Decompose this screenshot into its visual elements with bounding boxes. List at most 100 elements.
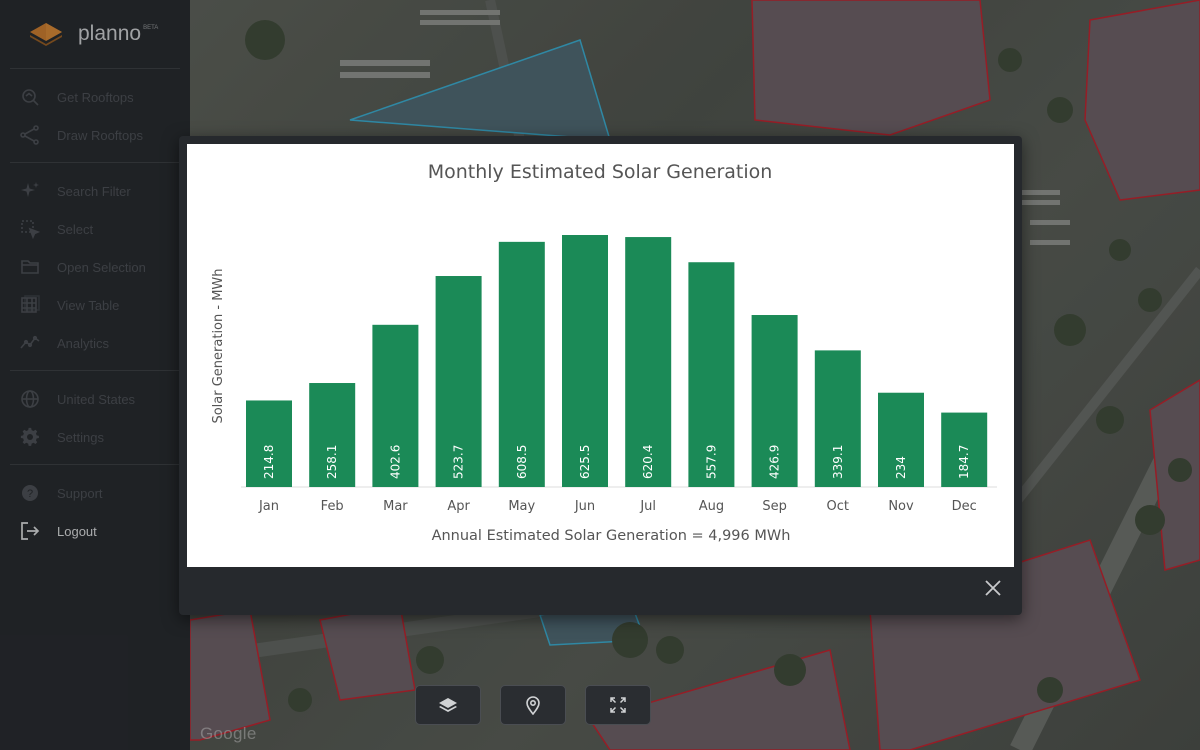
- sidebar-item-label: Select: [57, 221, 94, 237]
- sidebar-item-analytics[interactable]: Analytics: [0, 324, 190, 362]
- chart-panel: Monthly Estimated Solar Generation Solar…: [187, 144, 1014, 567]
- bar-value-label: 625.5: [578, 445, 592, 479]
- bar-mar[interactable]: [372, 324, 419, 487]
- sidebar-item-get-rooftops[interactable]: Get Rooftops: [0, 78, 190, 116]
- x-tick-label: Mar: [383, 499, 408, 514]
- fullscreen-icon: [610, 697, 626, 713]
- beta-badge: BETA: [143, 25, 159, 31]
- bar-value-label: 184.7: [957, 445, 971, 479]
- sidebar-item-label: Support: [57, 485, 103, 501]
- sidebar-item-united-states[interactable]: United States: [0, 380, 190, 418]
- google-attribution: Google: [200, 724, 257, 743]
- logout-icon: [20, 521, 40, 541]
- location-pin-icon: [526, 696, 540, 715]
- brand-name: planno: [78, 22, 142, 45]
- bar-value-label: 258.1: [325, 445, 339, 479]
- sidebar-item-select[interactable]: Select: [0, 210, 190, 248]
- x-tick-label: Apr: [447, 499, 470, 514]
- sidebar-item-support[interactable]: ? Support: [0, 474, 190, 512]
- bar-aug[interactable]: [688, 262, 735, 487]
- sidebar-divider: [10, 464, 180, 465]
- map-canvas[interactable]: Google: [190, 0, 1200, 750]
- bar-sep[interactable]: [751, 315, 798, 487]
- bar-value-label: 402.6: [388, 445, 402, 479]
- x-tick-label: Feb: [321, 499, 344, 514]
- sidebar-item-label: Settings: [57, 429, 104, 445]
- bar-value-label: 214.8: [262, 445, 276, 479]
- x-tick-label: Oct: [827, 499, 849, 514]
- sidebar-item-draw-rooftops[interactable]: Draw Rooftops: [0, 116, 190, 154]
- x-tick-label: Jun: [574, 499, 595, 514]
- sidebar-item-search-filter[interactable]: Search Filter: [0, 172, 190, 210]
- bar-value-label: 426.9: [768, 445, 782, 479]
- sidebar-section-region: United States Settings: [0, 371, 190, 464]
- bar-dec[interactable]: [941, 412, 988, 487]
- layers-button[interactable]: [415, 685, 481, 725]
- bar-jan[interactable]: [246, 400, 292, 487]
- bar-jun[interactable]: [562, 235, 608, 487]
- x-tick-label: Sep: [762, 499, 787, 514]
- chart-footer: Annual Estimated Solar Generation = 4,99…: [432, 528, 791, 544]
- close-icon[interactable]: [984, 579, 1002, 597]
- sidebar-item-view-table[interactable]: View Table: [0, 286, 190, 324]
- bar-nov[interactable]: [878, 392, 924, 487]
- sidebar-section-account: ? Support Logout: [0, 465, 190, 550]
- x-tick-label: Aug: [699, 499, 724, 514]
- x-tick-label: Jul: [639, 499, 656, 514]
- rooftop-search-icon: [20, 87, 40, 107]
- y-axis-label: Solar Generation - MWh: [211, 268, 226, 423]
- select-cursor-icon: [20, 219, 40, 239]
- support-icon: ?: [20, 483, 40, 503]
- globe-icon: [20, 389, 40, 409]
- draw-polygon-icon: [20, 125, 40, 145]
- fullscreen-button[interactable]: [585, 685, 651, 725]
- sidebar-item-settings[interactable]: Settings: [0, 418, 190, 456]
- bar-value-label: 234: [894, 456, 908, 479]
- sidebar-item-label: Logout: [57, 523, 97, 539]
- sidebar-item-label: Analytics: [57, 335, 110, 351]
- x-tick-label: May: [508, 499, 535, 514]
- planno-logo-icon: [30, 23, 62, 46]
- location-button[interactable]: [500, 685, 566, 725]
- sidebar-item-label: United States: [57, 391, 136, 407]
- sidebar-item-label: View Table: [57, 297, 120, 313]
- bar-value-label: 608.5: [515, 445, 529, 479]
- bar-feb[interactable]: [309, 383, 356, 487]
- brand[interactable]: planno BETA: [0, 0, 190, 68]
- sidebar-item-label: Open Selection: [57, 259, 146, 275]
- solar-generation-modal: Monthly Estimated Solar Generation Solar…: [179, 136, 1022, 615]
- sparkle-filter-icon: [20, 181, 40, 201]
- analytics-icon: [20, 333, 40, 353]
- folder-icon: [20, 257, 40, 277]
- bar-jul[interactable]: [625, 237, 672, 487]
- gear-icon: [20, 427, 40, 447]
- sidebar-divider: [10, 370, 180, 371]
- bar-value-label: 523.7: [452, 445, 466, 479]
- monthly-solar-chart: Monthly Estimated Solar Generation Solar…: [211, 161, 997, 544]
- sidebar-section-selection: Search Filter Select Open Selection View…: [0, 163, 190, 370]
- x-tick-label: Jan: [258, 499, 279, 514]
- sidebar-item-open-selection[interactable]: Open Selection: [0, 248, 190, 286]
- chart-title: Monthly Estimated Solar Generation: [428, 161, 773, 183]
- svg-text:?: ?: [27, 488, 33, 500]
- bar-value-label: 620.4: [641, 445, 655, 479]
- bar-may[interactable]: [498, 241, 545, 487]
- sidebar-divider: [10, 68, 180, 69]
- bar-value-label: 557.9: [704, 445, 718, 479]
- map-controls: [415, 685, 651, 725]
- layers-icon: [439, 698, 457, 712]
- bar-oct[interactable]: [814, 350, 861, 487]
- bar-group: 214.8 Jan 258.1 Feb 402.6 Mar 523.7 Apr 608.5 May…: [246, 235, 988, 514]
- bar-value-label: 339.1: [831, 445, 845, 479]
- sidebar-item-label: Draw Rooftops: [57, 127, 143, 143]
- x-tick-label: Nov: [888, 499, 914, 514]
- sidebar-section-rooftops: Get Rooftops Draw Rooftops: [0, 69, 190, 162]
- sidebar-item-logout[interactable]: Logout: [0, 512, 190, 550]
- sidebar-divider: [10, 162, 180, 163]
- sidebar: planno BETA Get Rooftops Draw Rooftops S…: [0, 0, 190, 750]
- x-tick-label: Dec: [952, 499, 977, 514]
- sidebar-item-label: Get Rooftops: [57, 89, 134, 105]
- sidebar-item-label: Search Filter: [57, 183, 131, 199]
- table-icon: [20, 295, 40, 315]
- bar-apr[interactable]: [435, 276, 482, 487]
